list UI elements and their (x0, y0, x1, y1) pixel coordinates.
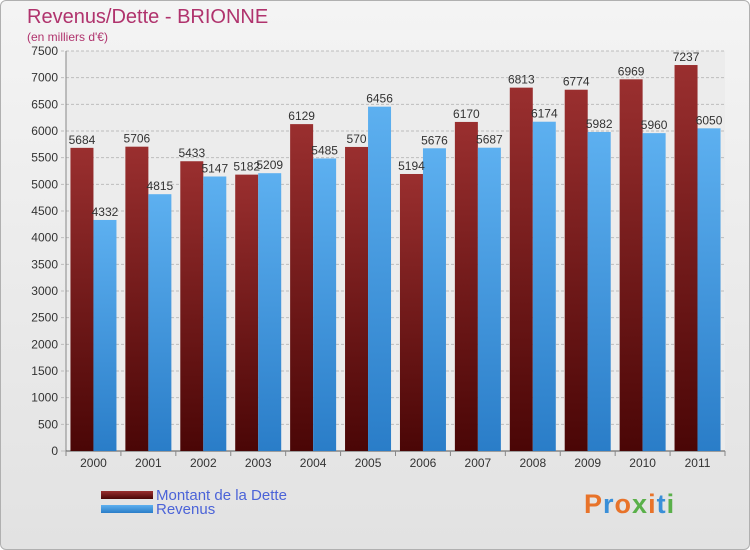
x-tick-label: 2003 (245, 456, 272, 470)
data-label: 6129 (288, 109, 315, 123)
data-label: 4332 (92, 205, 119, 219)
logo-letter: t (656, 489, 667, 519)
data-label: 5147 (201, 161, 228, 175)
bar-revenus (313, 158, 337, 451)
legend-swatch-revenus (101, 505, 153, 513)
logo-letter: o (614, 489, 633, 519)
logo-letter: x (632, 489, 649, 519)
data-label: 5982 (586, 117, 613, 131)
bar-dette (345, 146, 369, 452)
data-label: 5209 (256, 158, 283, 172)
x-tick-label: 2000 (80, 456, 107, 470)
bar-revenus (532, 121, 556, 451)
bar-dette (564, 89, 588, 451)
logo-letter: P (584, 489, 604, 519)
y-tick-label: 2000 (31, 337, 58, 351)
logo-letter: i (648, 489, 657, 519)
legend-item-revenus: Revenus (101, 500, 216, 518)
bar-dette (290, 124, 314, 452)
y-tick-label: 5000 (31, 177, 58, 191)
data-label: 7237 (673, 50, 700, 64)
bar-dette (454, 121, 478, 451)
x-tick-label: 2006 (410, 456, 437, 470)
chart-subtitle: (en milliers d'€) (27, 30, 108, 44)
y-tick-label: 7000 (31, 71, 58, 85)
data-label: 6174 (531, 107, 558, 121)
bar-revenus (587, 131, 611, 451)
y-tick-label: 1500 (31, 364, 58, 378)
bar-dette (619, 79, 643, 451)
legend-swatch-dette (101, 491, 153, 499)
bar-revenus (422, 148, 446, 451)
data-label: 5687 (476, 133, 503, 147)
legend-label-revenus: Revenus (156, 500, 216, 518)
y-tick-label: 3500 (31, 257, 58, 271)
legend-label-dette: Montant de la Dette (156, 486, 287, 504)
y-tick-label: 3000 (31, 284, 58, 298)
x-tick-label: 2007 (465, 456, 492, 470)
bar-dette (125, 146, 149, 451)
data-label: 5485 (311, 143, 338, 157)
bar-dette (509, 87, 533, 451)
bar-revenus (258, 173, 282, 452)
y-tick-label: 6000 (31, 124, 58, 138)
bar-revenus (477, 147, 501, 451)
data-label: 5960 (641, 118, 668, 132)
data-label: 6813 (508, 73, 535, 87)
bar-revenus (642, 133, 666, 451)
data-label: 5676 (421, 133, 448, 147)
y-tick-label: 0 (51, 444, 58, 458)
y-tick-label: 4000 (31, 231, 58, 245)
x-tick-label: 2011 (685, 456, 711, 470)
data-label: 6050 (696, 113, 723, 127)
x-tick-label: 2001 (135, 456, 162, 470)
data-label: 6969 (618, 64, 645, 78)
bar-dette (399, 173, 423, 451)
bar-revenus (368, 106, 392, 452)
data-label: 5706 (124, 132, 151, 146)
bar-revenus (697, 128, 721, 451)
y-tick-label: 7500 (31, 44, 58, 58)
data-label: 6774 (563, 75, 590, 89)
logo-letter: r (603, 489, 615, 519)
bar-revenus (203, 176, 227, 451)
bar-revenus (148, 194, 172, 451)
data-label: 5194 (398, 159, 425, 173)
data-label: 5684 (69, 133, 96, 147)
y-tick-label: 2500 (31, 311, 58, 325)
bar-dette (674, 65, 698, 451)
data-label: 6170 (453, 107, 480, 121)
x-tick-label: 2010 (629, 456, 656, 470)
bar-dette (70, 147, 94, 451)
bar-dette (235, 174, 259, 452)
data-label: 5433 (178, 146, 205, 160)
x-tick-label: 2002 (190, 456, 217, 470)
y-tick-label: 6500 (31, 97, 58, 111)
logo-letter: i (666, 489, 676, 519)
y-tick-label: 4500 (31, 204, 58, 218)
data-label: 4815 (147, 179, 174, 193)
chart-title: Revenus/Dette - BRIONNE (27, 6, 269, 28)
x-tick-label: 2005 (355, 456, 382, 470)
x-tick-label: 2008 (519, 456, 546, 470)
x-tick-label: 2004 (300, 456, 327, 470)
proxiti-logo: Proxiti (584, 489, 675, 520)
x-tick-label: 2009 (574, 456, 601, 470)
data-label: 570 (347, 132, 367, 146)
data-label: 6456 (366, 92, 393, 106)
plot-area (66, 51, 725, 451)
y-tick-label: 5500 (31, 151, 58, 165)
bar-revenus (93, 219, 117, 451)
y-tick-label: 500 (38, 417, 58, 431)
legend-item-dette: Montant de la Dette (101, 486, 287, 504)
data-label: 5182 (233, 160, 260, 174)
y-tick-label: 1000 (31, 391, 58, 405)
bar-dette (180, 161, 204, 452)
